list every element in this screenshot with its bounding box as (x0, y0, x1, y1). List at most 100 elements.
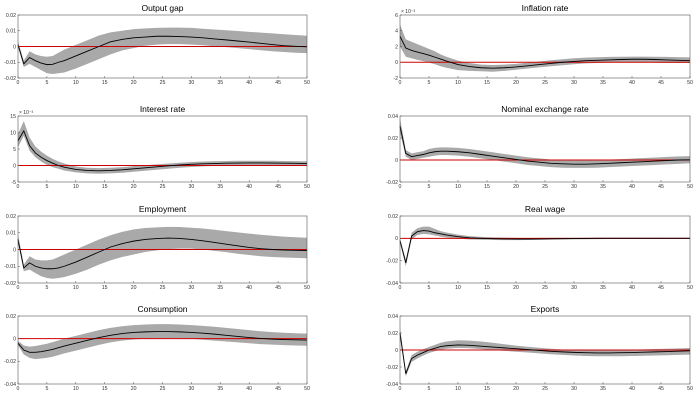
y-tick-label: -2 (393, 76, 398, 82)
x-tick-label: 0 (399, 285, 402, 291)
x-tick-label: 15 (102, 80, 108, 86)
confidence-band (400, 24, 690, 72)
panel-nominal-exchange-rate: 0 5 10 15 20 25 30 35 40 45 50-0.0200.020.04Nomina… (386, 104, 693, 190)
y-tick-label: -5 (11, 180, 16, 186)
y-tick-label: -0.02 (386, 258, 398, 264)
y-tick-label: -0.02 (386, 365, 398, 371)
x-tick-label: 0 (17, 386, 20, 392)
x-tick-label: 15 (484, 80, 490, 86)
panel-exports: 0 5 10 15 20 25 30 35 40 45 50 -0.04 -0.02 0 0.02 0.04 E… (386, 304, 693, 392)
panel-real-wage: 0 5 10 15 20 25 30 35 40 45 50 -0.04 -0.02 0 0.02 Real … (386, 204, 693, 291)
x-tick-label: 25 (160, 184, 166, 190)
y-tick-label: 0.02 (6, 314, 16, 320)
x-tick-label: 50 (304, 386, 310, 392)
x-tick-label: 45 (275, 184, 281, 190)
x-tick-label: 20 (131, 285, 137, 291)
x-tick-label: 20 (513, 184, 519, 190)
y-tick-label: -0.02 (4, 76, 16, 82)
confidence-band (400, 327, 690, 377)
y-tick-label: 2 (395, 44, 398, 50)
panel-title: Nominal exchange rate (501, 104, 589, 114)
x-tick-label: 45 (275, 80, 281, 86)
panel-title: Employment (139, 204, 187, 214)
x-tick-label: 5 (428, 285, 431, 291)
y-tick-label: 4 (395, 29, 398, 35)
x-tick-label: 10 (73, 285, 79, 291)
median-response-line (17, 237, 308, 270)
median-response-line (17, 129, 308, 172)
panel-title: Real wage (525, 204, 565, 214)
x-tick-label: 10 (455, 386, 461, 392)
y-tick-label: -0.01 (4, 264, 16, 270)
x-tick-label: 35 (217, 80, 223, 86)
confidence-band (18, 226, 307, 279)
median-response-line (17, 35, 308, 66)
y-scale-exponent: × 10⁻³ (401, 9, 416, 15)
y-tick-label: 0.04 (388, 314, 398, 320)
x-tick-label: 20 (131, 386, 137, 392)
x-tick-label: 5 (45, 80, 48, 86)
x-tick-label: 15 (102, 285, 108, 291)
x-tick-label: 45 (658, 386, 664, 392)
x-tick-label: 30 (571, 386, 577, 392)
x-tick-label: 40 (629, 386, 635, 392)
y-tick-label: 0.01 (6, 231, 16, 237)
x-tick-label: 25 (542, 80, 548, 86)
median-response-line (399, 36, 691, 69)
x-tick-label: 15 (484, 386, 490, 392)
y-tick-label: -0.02 (4, 359, 16, 365)
y-tick-label: 0.02 (6, 214, 16, 220)
y-tick-label: -0.04 (386, 382, 398, 388)
x-tick-label: 40 (246, 80, 252, 86)
panel-output-gap: 0 5 10 15 20 25 30 35 40 45 50 -0.02 -0.01 0 0.01 0.02 O… (4, 3, 310, 86)
x-tick-label: 20 (513, 386, 519, 392)
x-tick-label: 0 (399, 184, 402, 190)
y-tick-label: 0 (13, 336, 16, 342)
y-tick-label: 15 (10, 114, 16, 120)
confidence-band (400, 118, 690, 168)
x-tick-label: 45 (658, 184, 664, 190)
x-tick-label: 0 (17, 80, 20, 86)
x-tick-label: 5 (45, 386, 48, 392)
y-tick-label: 0.02 (388, 331, 398, 337)
confidence-band (18, 27, 307, 75)
y-tick-label: 6 (395, 13, 398, 19)
x-tick-label: 35 (217, 386, 223, 392)
median-response-line (399, 230, 690, 264)
x-tick-label: 30 (189, 184, 195, 190)
x-tick-label: 5 (428, 386, 431, 392)
confidence-band (18, 324, 307, 360)
x-tick-label: 10 (455, 184, 461, 190)
x-tick-label: 50 (304, 80, 310, 86)
x-tick-label: 30 (189, 386, 195, 392)
panel-employment: 0 5 10 15 20 25 30 35 40 45 50 -0.02 -0.01 0 0.01 0.02 E… (4, 204, 310, 291)
x-tick-label: 40 (246, 184, 252, 190)
x-tick-label: 45 (275, 285, 281, 291)
x-tick-label: 40 (629, 184, 635, 190)
panel-title: Consumption (137, 304, 187, 314)
x-tick-label: 20 (513, 285, 519, 291)
x-tick-label: 30 (189, 80, 195, 86)
x-tick-label: 10 (455, 80, 461, 86)
x-tick-label: 45 (275, 386, 281, 392)
y-tick-label: 0 (395, 348, 398, 354)
x-tick-label: 25 (160, 285, 166, 291)
x-tick-label: 20 (513, 80, 519, 86)
x-tick-label: 5 (428, 184, 431, 190)
x-tick-label: 10 (455, 285, 461, 291)
x-tick-label: 50 (304, 285, 310, 291)
x-tick-label: 35 (600, 80, 606, 86)
x-tick-label: 5 (428, 80, 431, 86)
confidence-band (400, 226, 690, 267)
x-tick-label: 35 (217, 285, 223, 291)
x-tick-label: 30 (571, 184, 577, 190)
y-tick-label: 0.04 (388, 114, 398, 120)
y-tick-label: 0 (395, 158, 398, 164)
axes-box (399, 215, 691, 284)
x-tick-label: 25 (542, 184, 548, 190)
axes-box (17, 115, 308, 183)
x-tick-label: 50 (687, 80, 693, 86)
x-tick-label: 10 (73, 80, 79, 86)
